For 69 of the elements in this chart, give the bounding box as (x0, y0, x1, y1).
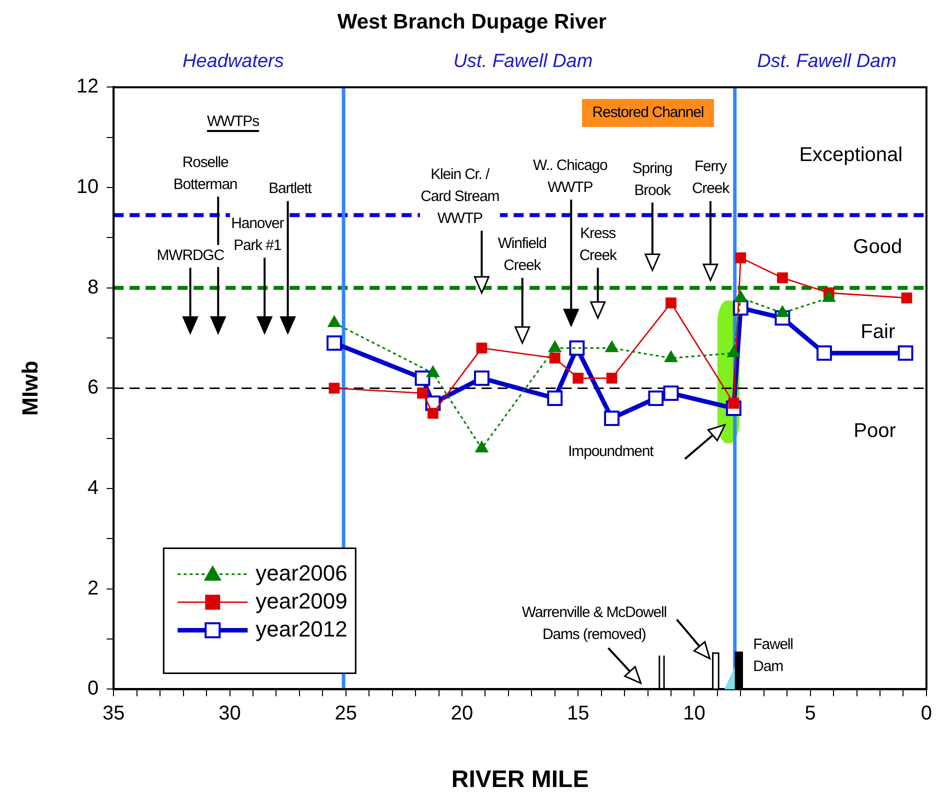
annotation: Warrenville & McDowell Dams (removed) (522, 602, 666, 645)
annotation: Fair (860, 321, 896, 343)
text: Ust. Fawell Dam (453, 51, 593, 74)
point (426, 366, 440, 378)
text: Headwaters (182, 51, 284, 74)
label-box: Restored Channel (582, 98, 714, 127)
point (606, 372, 618, 384)
point (735, 252, 746, 264)
point (816, 345, 832, 361)
x-axis-title: RIVER MILE (451, 766, 589, 794)
x-tick-label: 25 (334, 702, 357, 725)
y-tick-label: 8 (88, 276, 99, 298)
annotation: Klein Cr. / Card Stream WWTP (420, 164, 500, 230)
point (901, 292, 912, 304)
point (605, 340, 618, 352)
annotation: Roselle Botterman (172, 152, 238, 196)
point (604, 410, 620, 426)
point (328, 382, 340, 394)
text: Dst. Fawell Dam (757, 51, 896, 74)
annotation: Poor (854, 420, 896, 442)
y-tick-label: 2 (88, 577, 99, 600)
point (549, 352, 560, 364)
point (666, 297, 676, 308)
annotation: Hanover Park #1 (230, 212, 285, 257)
point (547, 390, 563, 406)
x-tick-label: 15 (566, 702, 590, 725)
x-tick-label: 10 (683, 702, 706, 725)
point (428, 408, 438, 419)
x-tick-label: 30 (218, 702, 241, 725)
x-tick-label: 35 (102, 702, 125, 725)
y-tick-label: 0 (88, 678, 99, 700)
annotation: Impoundment (568, 442, 654, 462)
point (326, 335, 342, 351)
x-tick-label: 0 (920, 702, 932, 725)
y-tick-label: 4 (88, 477, 99, 500)
legend-label: year2012 (256, 616, 348, 642)
y-tick-label: 12 (76, 76, 99, 98)
point (727, 346, 740, 358)
annotation: Spring Brook (631, 158, 674, 202)
point (663, 386, 679, 401)
y-axis-title: MIwb (17, 360, 42, 416)
point (898, 345, 914, 361)
annotation: W.. Chicago WWTP (532, 154, 608, 199)
legend-label: year2009 (256, 588, 348, 614)
point (414, 370, 430, 386)
x-tick-label: 5 (804, 702, 816, 725)
annotation: MWRDGC (156, 244, 225, 267)
point (664, 350, 678, 362)
annotation: Bartlett (268, 178, 312, 200)
annotation: Exceptional (799, 144, 903, 166)
point (548, 340, 562, 352)
point (648, 390, 664, 406)
point (474, 370, 490, 386)
annotation: Good (853, 236, 902, 258)
x-tick-label: 20 (450, 702, 474, 725)
point (569, 340, 585, 356)
annotation: Kress Creek (578, 222, 618, 267)
annotation: WWTPs (207, 112, 259, 132)
point (572, 372, 584, 384)
annotation: Fawell Dam (753, 634, 793, 677)
point (417, 388, 428, 399)
y-tick-label: 6 (88, 376, 99, 399)
point (777, 272, 788, 284)
annotation: Winfield Creek (496, 232, 548, 277)
legend-label: year2006 (256, 560, 348, 586)
annotation: Ferry Creek (690, 156, 730, 200)
y-tick-label: 10 (76, 176, 99, 198)
point (476, 342, 488, 354)
chart-title: West Branch Dupage River (337, 10, 607, 34)
